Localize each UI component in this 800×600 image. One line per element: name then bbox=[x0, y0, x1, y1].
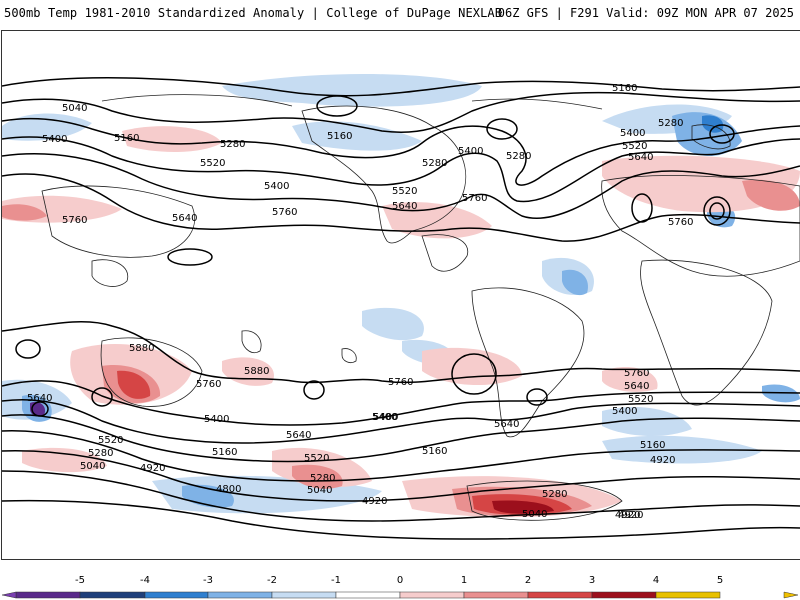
contour-label: 5880 bbox=[129, 343, 154, 354]
colorbar-tick: 0 bbox=[396, 575, 404, 586]
colorbar-segment bbox=[399, 591, 465, 599]
contour-label: 5280 bbox=[422, 158, 447, 169]
contour-label: 5280 bbox=[220, 139, 245, 150]
contour-label: 5520 bbox=[98, 435, 123, 446]
contour-label: 5160 bbox=[212, 447, 237, 458]
colorbar-tick: 4 bbox=[652, 575, 660, 586]
anomaly-map[interactable]: 5160 5040 5400 5160 5280 5520 5160 5400 … bbox=[1, 30, 800, 560]
contour-label: 5040 bbox=[62, 103, 87, 114]
colorbar-segment bbox=[463, 591, 529, 599]
header: 500mb Temp 1981-2010 Standardized Anomal… bbox=[0, 0, 800, 30]
contour-label: 5160 bbox=[640, 440, 665, 451]
contour-label: 5280 bbox=[310, 473, 335, 484]
colorbar-arrow-left bbox=[1, 591, 17, 599]
colorbar-tick: 2 bbox=[524, 575, 532, 586]
contour-label: 4920 bbox=[650, 455, 675, 466]
contour-label: 5160 bbox=[114, 133, 139, 144]
colorbar-segment bbox=[335, 591, 401, 599]
contour-label: 4920 bbox=[618, 510, 643, 521]
contour-label: 5160 bbox=[422, 446, 447, 457]
colorbar-segment bbox=[79, 591, 146, 599]
colorbar-tick: 5 bbox=[716, 575, 724, 586]
contour-label: 5760 bbox=[388, 377, 413, 388]
colorbar-tick: -3 bbox=[203, 575, 213, 586]
colorbar-segment bbox=[15, 591, 81, 599]
contour-label: 5640 bbox=[628, 152, 653, 163]
colorbar-tick: -1 bbox=[331, 575, 341, 586]
contour-label: 5520 bbox=[200, 158, 225, 169]
contour-label: 5760 bbox=[196, 379, 221, 390]
colorbar-segment bbox=[207, 591, 273, 599]
contour-label: 5280 bbox=[658, 118, 683, 129]
colorbar-segment bbox=[591, 591, 657, 599]
contour-label: 5400 bbox=[42, 134, 67, 145]
contour-label: 5400 bbox=[264, 181, 289, 192]
contour-label: 5160 bbox=[612, 83, 637, 94]
contour-label: 5400 bbox=[620, 128, 645, 139]
contour-label: 5040 bbox=[522, 509, 547, 520]
contour-label: 5760 bbox=[462, 193, 487, 204]
anomaly-shading bbox=[2, 73, 800, 518]
contour-label: 5760 bbox=[62, 215, 87, 226]
colorbar-tick: -2 bbox=[267, 575, 277, 586]
contour-label: 5160 bbox=[327, 131, 352, 142]
colorbar-tick: -4 bbox=[140, 575, 150, 586]
colorbar-tick: 1 bbox=[460, 575, 468, 586]
contour-label: 5280 bbox=[88, 448, 113, 459]
contour-label: 5760 bbox=[624, 368, 649, 379]
contour-label: 4800 bbox=[216, 484, 241, 495]
contour-label: 5400 bbox=[204, 414, 229, 425]
contour-label: 5640 bbox=[624, 381, 649, 392]
contour-label: 5520 bbox=[628, 394, 653, 405]
colorbar-tick: 3 bbox=[588, 575, 596, 586]
contour-label: 5760 bbox=[272, 207, 297, 218]
contour-label: 5520 bbox=[622, 141, 647, 152]
contour-label: 5520 bbox=[304, 453, 329, 464]
contour-label: 5640 bbox=[27, 393, 52, 404]
contour-label: 5400 bbox=[612, 406, 637, 417]
model-run-info: 06Z GFS | F291 Valid: 09Z MON APR 07 202… bbox=[497, 6, 794, 20]
contour-labels: 5160 5040 5400 5160 5280 5520 5160 5400 … bbox=[27, 83, 693, 521]
contour-label: 5640 bbox=[392, 201, 417, 212]
contour-label: 5040 bbox=[80, 461, 105, 472]
contour-label: 5640 bbox=[494, 419, 519, 430]
contour-label: 5520 bbox=[392, 186, 417, 197]
colorbar-arrow-right bbox=[783, 591, 799, 599]
contour-label: 4920 bbox=[140, 463, 165, 474]
contour-label: 5280 bbox=[506, 151, 531, 162]
colorbar-segment bbox=[271, 591, 337, 599]
contour-label: 5280 bbox=[542, 489, 567, 500]
contour-label: 5640 bbox=[286, 430, 311, 441]
colorbar-segment bbox=[144, 591, 209, 599]
contour-label: 5040 bbox=[307, 485, 332, 496]
contour-label: 5400 bbox=[372, 412, 397, 423]
continent-outlines bbox=[41, 94, 800, 521]
height-contours bbox=[2, 77, 800, 540]
contour-label: 5400 bbox=[458, 146, 483, 157]
contour-label: 5640 bbox=[172, 213, 197, 224]
contour-label: 5760 bbox=[668, 217, 693, 228]
colorbar-tick: -5 bbox=[75, 575, 85, 586]
contour-label: 5400 bbox=[373, 412, 398, 423]
contour-label: 4920 bbox=[362, 496, 387, 507]
contour-label: 4920 bbox=[615, 510, 640, 521]
contour-label: 5880 bbox=[244, 366, 269, 377]
colorbar-segment bbox=[655, 591, 721, 599]
map-title: 500mb Temp 1981-2010 Standardized Anomal… bbox=[4, 6, 503, 20]
map-canvas: 5160 5040 5400 5160 5280 5520 5160 5400 … bbox=[2, 73, 800, 540]
colorbar-segment bbox=[527, 591, 593, 599]
colorbar-strip bbox=[1, 591, 799, 599]
